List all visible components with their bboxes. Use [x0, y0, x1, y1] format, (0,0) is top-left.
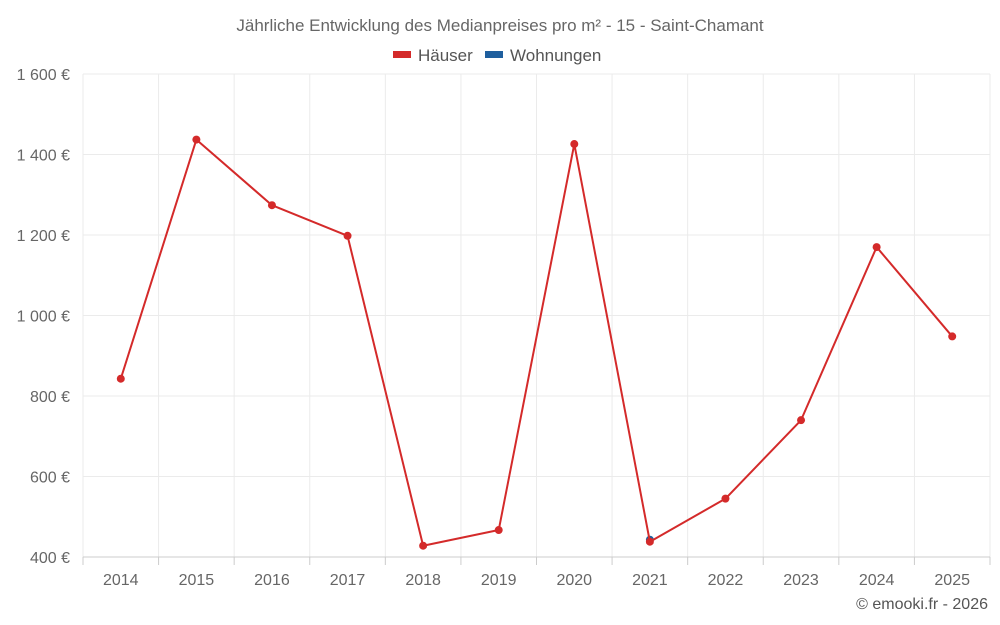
legend: Häuser Wohnungen [393, 46, 601, 65]
y-axis: 400 € 600 € 800 € 1 000 € 1 200 € 1 400 € 1 60… [17, 67, 70, 567]
data-point-haeuser-2022[interactable] [721, 494, 730, 503]
data-point-haeuser-2014[interactable] [116, 374, 125, 383]
x-tick-label: 2015 [179, 572, 215, 589]
credit-text[interactable]: © emooki.fr - 2026 [856, 596, 988, 613]
x-tick-label: 2024 [859, 572, 895, 589]
x-tick-label: 2017 [330, 572, 366, 589]
x-tick-label: 2016 [254, 572, 290, 589]
y-tick-label: 600 € [30, 470, 70, 487]
y-tick-label: 1 600 € [17, 67, 70, 84]
series [116, 135, 957, 550]
x-tick-label: 2022 [708, 572, 744, 589]
x-tick-label: 2021 [632, 572, 668, 589]
y-tick-label: 1 200 € [17, 228, 70, 245]
legend-swatch-wohnungen [485, 51, 503, 58]
legend-label-wohnungen: Wohnungen [510, 46, 601, 65]
x-tick-label: 2014 [103, 572, 139, 589]
data-point-haeuser-2019[interactable] [494, 526, 503, 535]
chart-title: Jährliche Entwicklung des Medianpreises … [236, 16, 764, 35]
data-point-haeuser-2024[interactable] [872, 243, 881, 252]
data-point-haeuser-2015[interactable] [192, 135, 201, 144]
y-tick-label: 800 € [30, 389, 70, 406]
legend-item-haeuser[interactable]: Häuser [393, 46, 473, 65]
data-point-haeuser-2018[interactable] [419, 541, 428, 550]
data-point-haeuser-2020[interactable] [570, 140, 579, 149]
x-axis: 2014 2015 2016 2017 2018 2019 2020 2021 2022 2023… [82, 556, 991, 589]
grid [82, 73, 991, 557]
data-point-haeuser-2023[interactable] [797, 416, 806, 425]
data-point-haeuser-2025[interactable] [948, 332, 957, 341]
x-tick-label: 2018 [405, 572, 441, 589]
legend-label-haeuser: Häuser [418, 46, 473, 65]
data-point-haeuser-2021[interactable] [645, 537, 654, 546]
x-tick-label: 2023 [783, 572, 819, 589]
y-tick-label: 1 400 € [17, 148, 70, 165]
series-line-haeuser [119, 138, 953, 547]
y-tick-label: 400 € [30, 550, 70, 567]
x-tick-label: 2020 [556, 572, 592, 589]
x-tick-label: 2019 [481, 572, 517, 589]
legend-item-wohnungen[interactable]: Wohnungen [485, 46, 601, 65]
data-point-haeuser-2017[interactable] [343, 231, 352, 240]
legend-swatch-haeuser [393, 51, 411, 58]
x-tick-label: 2025 [934, 572, 970, 589]
y-tick-label: 1 000 € [17, 309, 70, 326]
data-point-haeuser-2016[interactable] [267, 201, 276, 210]
